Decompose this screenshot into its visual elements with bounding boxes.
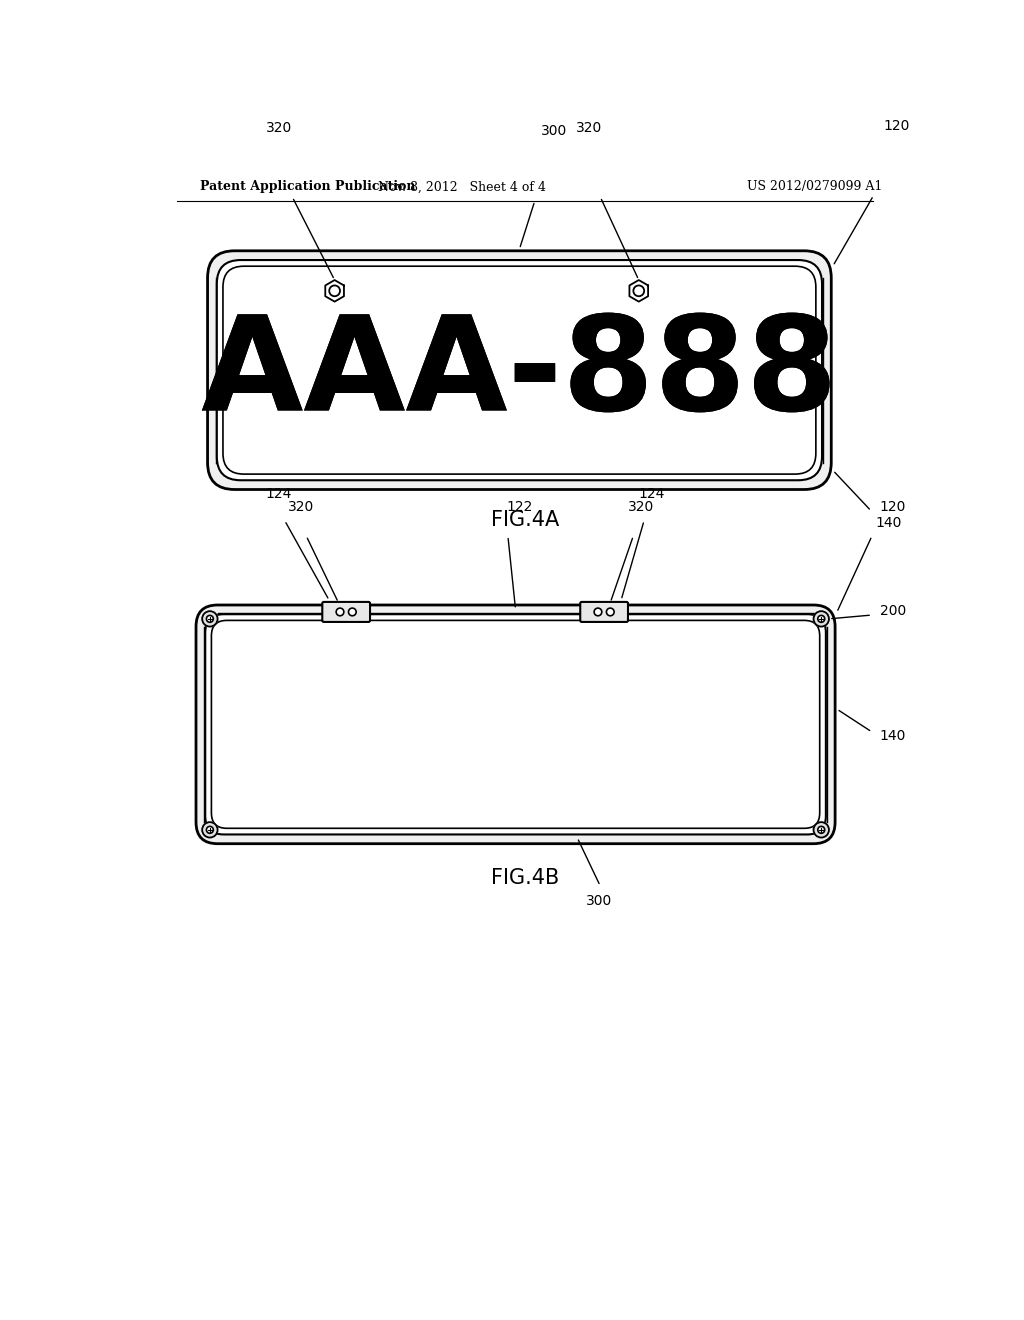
Circle shape	[336, 609, 344, 616]
Text: 140: 140	[876, 516, 902, 531]
FancyBboxPatch shape	[323, 602, 370, 622]
FancyBboxPatch shape	[217, 260, 822, 480]
Circle shape	[813, 611, 829, 627]
Polygon shape	[326, 280, 344, 302]
Text: 120: 120	[884, 119, 910, 133]
Text: 124: 124	[639, 487, 665, 502]
Circle shape	[813, 822, 829, 838]
Text: US 2012/0279099 A1: US 2012/0279099 A1	[746, 181, 882, 194]
Text: Patent Application Publication: Patent Application Publication	[200, 181, 416, 194]
Text: 300: 300	[586, 894, 612, 908]
Circle shape	[818, 615, 824, 622]
Text: 120: 120	[880, 500, 906, 515]
Circle shape	[202, 611, 217, 627]
Circle shape	[818, 826, 824, 833]
Text: FIG.4A: FIG.4A	[490, 511, 559, 531]
Text: 320: 320	[575, 121, 602, 136]
Circle shape	[606, 609, 614, 616]
Text: AAA-888: AAA-888	[202, 310, 838, 437]
Circle shape	[330, 285, 340, 296]
Circle shape	[594, 609, 602, 616]
Circle shape	[207, 826, 213, 833]
Text: Nov. 8, 2012   Sheet 4 of 4: Nov. 8, 2012 Sheet 4 of 4	[378, 181, 546, 194]
Text: 122: 122	[506, 500, 532, 515]
Polygon shape	[630, 280, 648, 302]
Text: 200: 200	[880, 605, 906, 618]
Text: FIG.4B: FIG.4B	[490, 869, 559, 888]
FancyBboxPatch shape	[196, 605, 836, 843]
Circle shape	[634, 285, 644, 296]
FancyBboxPatch shape	[205, 614, 826, 834]
FancyBboxPatch shape	[581, 602, 628, 622]
Circle shape	[207, 615, 213, 622]
Circle shape	[202, 822, 217, 838]
Text: 320: 320	[266, 121, 292, 136]
Circle shape	[348, 609, 356, 616]
Text: 124: 124	[265, 487, 292, 502]
Text: 320: 320	[628, 500, 654, 515]
Text: 300: 300	[541, 124, 567, 137]
Text: 140: 140	[880, 729, 906, 743]
Text: 320: 320	[289, 500, 314, 515]
FancyBboxPatch shape	[208, 251, 831, 490]
